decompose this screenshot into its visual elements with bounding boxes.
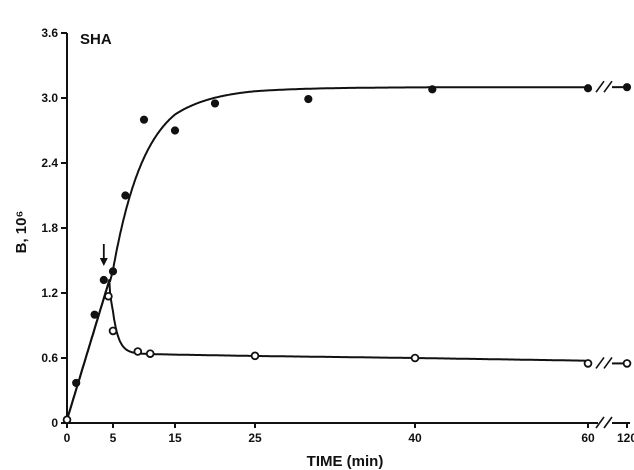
open-data-point bbox=[583, 359, 593, 368]
filled-data-point bbox=[139, 115, 149, 124]
filled-data-point bbox=[622, 83, 632, 92]
y-tick-label: 3.0 bbox=[41, 91, 58, 105]
open-data-point bbox=[145, 349, 155, 358]
filled-data-point bbox=[583, 84, 593, 93]
y-tick-label: 2.4 bbox=[41, 156, 58, 170]
x-axis-break-mark bbox=[595, 416, 605, 429]
filled-data-point bbox=[108, 267, 118, 276]
x-tick-label: 5 bbox=[110, 431, 117, 445]
open-data-point bbox=[622, 359, 632, 368]
curve-break-mark bbox=[603, 80, 613, 93]
x-tick-label: 15 bbox=[168, 431, 182, 445]
axes: 0 0.6 1.2 1.8 2.4 3.0 3.6 0 5 15 25 40 60 120 bbox=[41, 26, 634, 445]
x-tick-label: 25 bbox=[248, 431, 262, 445]
x-axis-title: TIME (min) bbox=[307, 453, 384, 470]
arrow-head bbox=[99, 258, 108, 266]
x-axis-break-mark bbox=[603, 416, 613, 429]
open-data-point bbox=[410, 353, 420, 363]
upper-fit-curve bbox=[66, 86, 588, 421]
y-tick-label: 1.8 bbox=[41, 221, 58, 235]
y-tick-label: 0.6 bbox=[41, 351, 58, 365]
x-tick-label: 40 bbox=[408, 431, 422, 445]
lower-fit-curve bbox=[66, 279, 588, 421]
filled-data-point bbox=[304, 94, 313, 104]
open-data-point bbox=[250, 351, 260, 361]
x-tick-label: 60 bbox=[581, 431, 595, 445]
curve-break-mark bbox=[603, 356, 613, 369]
open-data-point bbox=[104, 291, 113, 301]
x-tick-label: 120 bbox=[617, 431, 634, 445]
fit-curves bbox=[66, 80, 627, 421]
filled-data-point bbox=[170, 126, 180, 135]
y-tick-label: 1.2 bbox=[41, 286, 58, 300]
filled-data-point bbox=[99, 275, 108, 285]
filled-data-point bbox=[210, 99, 220, 108]
filled-data-point bbox=[90, 310, 99, 319]
y-tick-label: 0 bbox=[51, 416, 58, 430]
filled-data-point bbox=[72, 378, 81, 388]
curve-break-mark bbox=[595, 80, 605, 93]
open-data-point bbox=[133, 347, 143, 356]
data-points bbox=[62, 83, 632, 425]
chart-title: SHA bbox=[80, 31, 112, 48]
open-data-point bbox=[62, 415, 72, 425]
y-axis-title: B, 10⁶ bbox=[13, 211, 30, 254]
filled-data-point bbox=[121, 191, 130, 200]
y-tick-label: 3.6 bbox=[41, 26, 58, 40]
open-data-point bbox=[108, 326, 118, 336]
x-tick-label: 0 bbox=[64, 431, 71, 445]
curve-break-mark bbox=[595, 356, 605, 369]
filled-data-point bbox=[428, 85, 437, 94]
